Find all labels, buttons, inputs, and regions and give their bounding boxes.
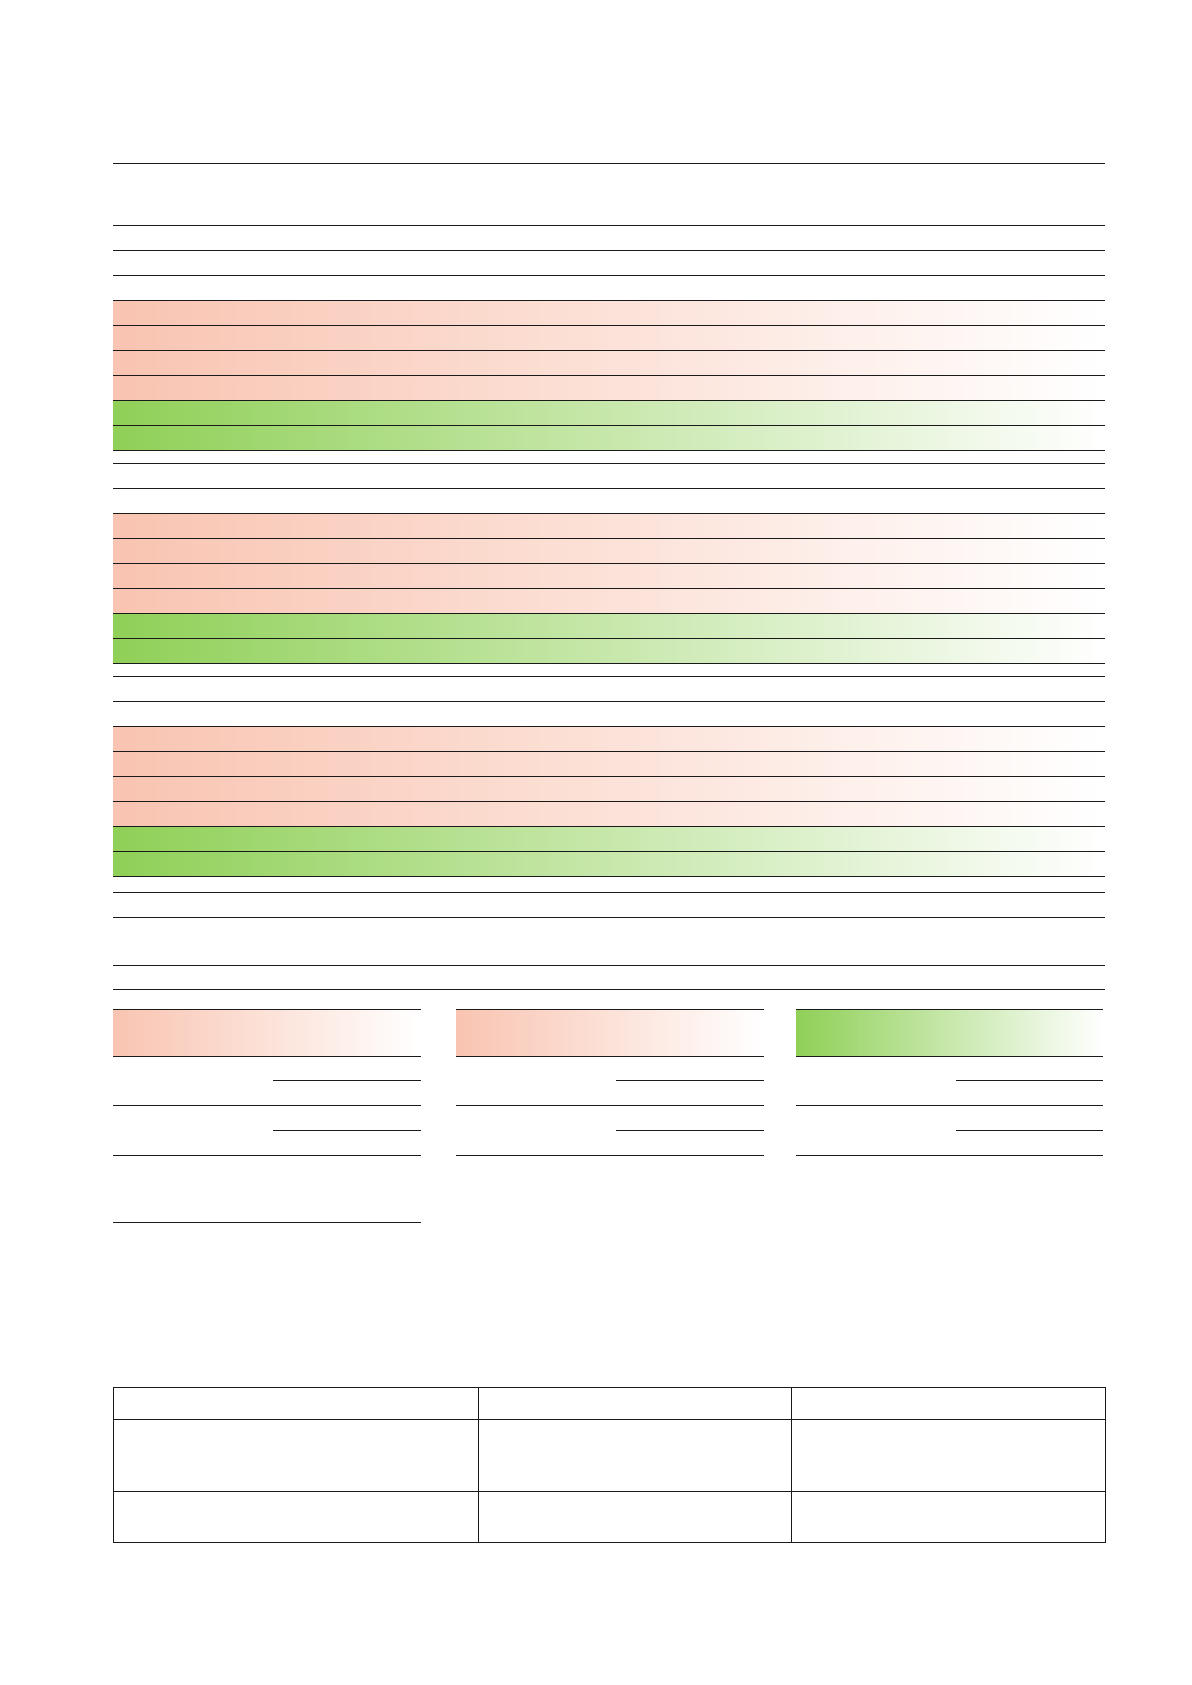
row-divider bbox=[113, 463, 1105, 464]
row-divider bbox=[113, 563, 1105, 564]
bottom-table bbox=[113, 1387, 1106, 1543]
table-row-red bbox=[113, 375, 1105, 400]
table-row-red bbox=[113, 538, 1105, 563]
table-row bbox=[113, 1491, 1106, 1543]
row-divider bbox=[113, 826, 1105, 827]
table-row-red bbox=[113, 588, 1105, 613]
summary-block-header-rule bbox=[796, 1056, 1103, 1057]
table-row-red bbox=[113, 350, 1105, 375]
summary-subtotal-rule bbox=[273, 1130, 421, 1131]
summary-row-rule bbox=[113, 1105, 421, 1106]
summary-block-header-rule bbox=[456, 1056, 764, 1057]
row-divider bbox=[113, 701, 1105, 702]
row-divider bbox=[113, 751, 1105, 752]
summary-block-top-rule bbox=[456, 1009, 764, 1010]
table-header-rule bbox=[113, 225, 1105, 226]
row-divider bbox=[113, 801, 1105, 802]
table-cell bbox=[113, 1387, 479, 1420]
summary-row-rule bbox=[796, 1105, 1103, 1106]
row-divider bbox=[113, 638, 1105, 639]
table-row-red bbox=[113, 801, 1105, 826]
table-row-red bbox=[113, 563, 1105, 588]
table-row bbox=[113, 1419, 1106, 1492]
summary-block-header bbox=[113, 1010, 421, 1056]
table-row-red bbox=[113, 513, 1105, 538]
summary-subtotal-rule bbox=[273, 1080, 421, 1081]
table-row bbox=[113, 1387, 1106, 1420]
row-divider bbox=[113, 851, 1105, 852]
table-top-rule bbox=[113, 163, 1105, 164]
row-divider bbox=[113, 400, 1105, 401]
summary-block-header-rule bbox=[113, 1056, 421, 1057]
row-divider bbox=[113, 613, 1105, 614]
table-row-green bbox=[113, 613, 1105, 638]
table-row-green bbox=[113, 826, 1105, 851]
row-divider bbox=[113, 538, 1105, 539]
table-cell bbox=[478, 1387, 792, 1420]
summary-block-top-rule bbox=[796, 1009, 1103, 1010]
row-divider bbox=[113, 250, 1105, 251]
summary-total-rule bbox=[456, 1155, 764, 1156]
table-row-green bbox=[113, 425, 1105, 450]
table-cell bbox=[791, 1387, 1106, 1420]
row-divider bbox=[113, 989, 1105, 990]
summary-total-rule bbox=[113, 1155, 421, 1156]
row-divider bbox=[113, 350, 1105, 351]
summary-subtotal-rule bbox=[956, 1080, 1103, 1081]
summary-block-header bbox=[456, 1010, 764, 1056]
table-cell bbox=[478, 1419, 792, 1492]
summary-subtotal-rule bbox=[616, 1130, 764, 1131]
row-divider bbox=[113, 488, 1105, 489]
row-divider bbox=[113, 375, 1105, 376]
summary-total-rule bbox=[796, 1155, 1103, 1156]
table-row-red bbox=[113, 726, 1105, 751]
row-divider bbox=[113, 325, 1105, 326]
table-row-red bbox=[113, 751, 1105, 776]
table-row-green bbox=[113, 851, 1105, 876]
table-row-green bbox=[113, 400, 1105, 425]
table-row-red bbox=[113, 776, 1105, 801]
row-divider bbox=[113, 965, 1105, 966]
row-divider bbox=[113, 663, 1105, 664]
summary-grand-total-rule bbox=[113, 1222, 421, 1223]
row-divider bbox=[113, 450, 1105, 451]
row-divider bbox=[113, 275, 1105, 276]
row-divider bbox=[113, 676, 1105, 677]
summary-block-header bbox=[796, 1010, 1103, 1056]
summary-subtotal-rule bbox=[956, 1130, 1103, 1131]
summary-subtotal-rule bbox=[616, 1080, 764, 1081]
table-cell bbox=[113, 1491, 479, 1543]
table-row-green bbox=[113, 638, 1105, 663]
table-row-red bbox=[113, 300, 1105, 325]
summary-block-top-rule bbox=[113, 1009, 421, 1010]
row-divider bbox=[113, 726, 1105, 727]
table-cell bbox=[791, 1419, 1106, 1492]
table-row-red bbox=[113, 325, 1105, 350]
row-divider bbox=[113, 588, 1105, 589]
row-divider bbox=[113, 513, 1105, 514]
row-divider bbox=[113, 425, 1105, 426]
row-divider bbox=[113, 892, 1105, 893]
row-divider bbox=[113, 917, 1105, 918]
table-cell bbox=[478, 1491, 792, 1543]
row-divider bbox=[113, 300, 1105, 301]
summary-row-rule bbox=[456, 1105, 764, 1106]
table-cell bbox=[113, 1419, 479, 1492]
row-divider bbox=[113, 876, 1105, 877]
table-cell bbox=[791, 1491, 1106, 1543]
row-divider bbox=[113, 776, 1105, 777]
